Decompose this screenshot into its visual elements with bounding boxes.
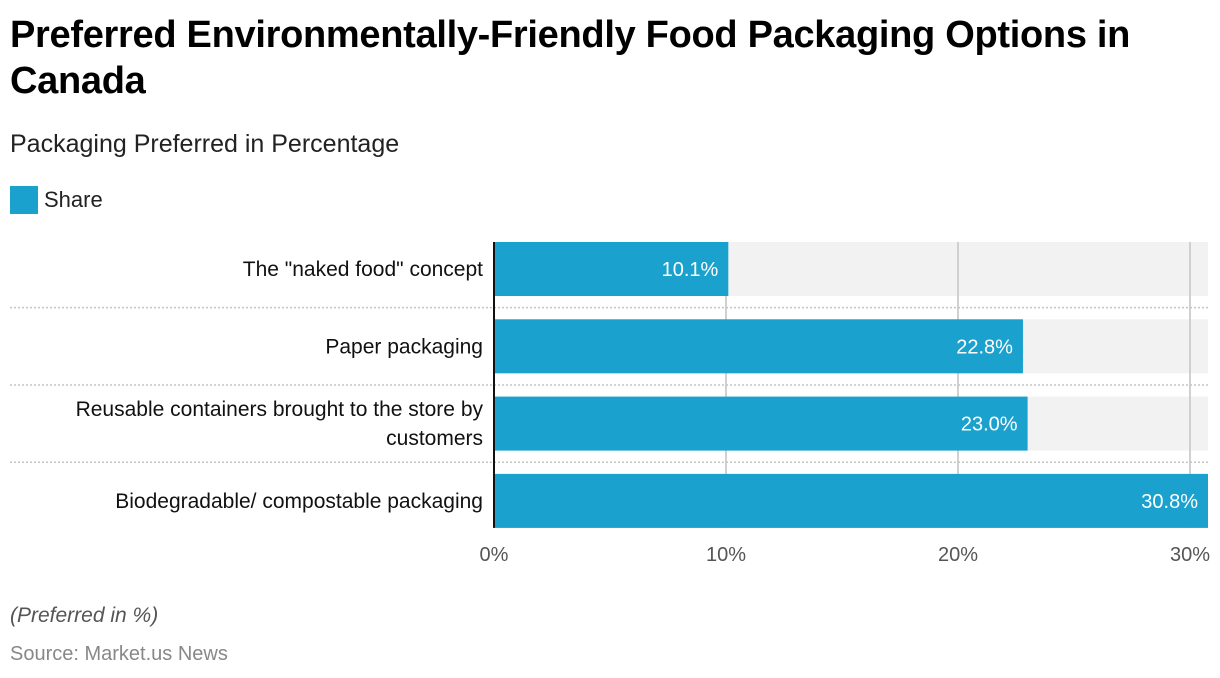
- footnote: (Preferred in %): [10, 604, 159, 627]
- value-label: 23.0%: [961, 414, 1018, 436]
- chart-title: Preferred Environmentally-Friendly Food …: [10, 14, 1131, 102]
- legend: Share: [10, 186, 103, 214]
- value-label: 30.8%: [1141, 491, 1198, 513]
- legend-label-share: Share: [44, 187, 103, 212]
- bar: [494, 319, 1023, 374]
- source-credit: Source: Market.us News: [10, 643, 228, 665]
- category-label: Biodegradable/ compostable packaging: [115, 490, 483, 513]
- category-label: customers: [386, 427, 483, 450]
- category-label: Reusable containers brought to the store…: [76, 398, 484, 421]
- chart-subtitle: Packaging Preferred in Percentage: [10, 130, 400, 158]
- x-tick-label: 20%: [938, 544, 978, 566]
- x-tick-label: 10%: [706, 544, 746, 566]
- bar: [494, 473, 1208, 528]
- value-label: 22.8%: [956, 336, 1013, 358]
- category-label: Paper packaging: [325, 335, 483, 358]
- category-label: The "naked food" concept: [243, 258, 483, 281]
- value-label: 10.1%: [662, 259, 719, 281]
- x-tick-label: 30%: [1170, 544, 1210, 566]
- bar: [494, 242, 729, 296]
- bar: [494, 396, 1028, 451]
- legend-swatch-share: [10, 186, 38, 214]
- x-tick-label: 0%: [480, 544, 509, 566]
